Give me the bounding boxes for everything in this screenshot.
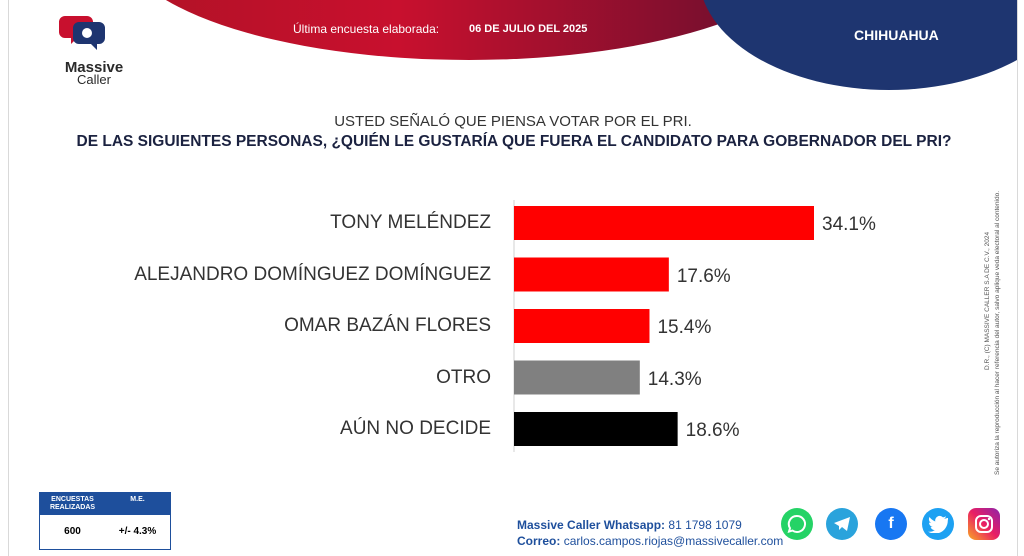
legal-line-1: D.R., (C) MASSIVE CALLER S.A DE C.V., 20…	[984, 231, 991, 370]
whatsapp-label: Massive Caller Whatsapp:	[517, 518, 666, 532]
email-link[interactable]: carlos.campos.riojas@massivecaller.com	[563, 534, 784, 548]
telegram-icon[interactable]	[826, 508, 858, 540]
massive-caller-logo: Massive Caller	[29, 12, 123, 92]
facebook-icon[interactable]: f	[875, 508, 907, 540]
question-intro: USTED SEÑALÓ QUE PIENSA VOTAR POR EL PRI…	[334, 113, 692, 130]
email-label: Correo:	[517, 534, 561, 548]
value-label-4: 14.3%	[647, 368, 702, 390]
survey-label: Última encuesta elaborada:	[293, 22, 440, 36]
stats-value-me: +/- 4.3%	[118, 525, 157, 537]
bar-1	[514, 206, 814, 240]
value-label-5: 18.6%	[685, 420, 740, 441]
legal-notice: D.R., (C) MASSIVE CALLER S.A DE C.V., 20…	[984, 191, 1001, 475]
legal-line-2: Se autoriza la reproducción al hacer ref…	[994, 191, 1001, 475]
bar-5	[514, 412, 678, 446]
stats-value-encuestas: 600	[64, 525, 81, 537]
stats-header-me: M.E.	[130, 496, 145, 503]
twitter-icon[interactable]	[922, 508, 954, 540]
bar-3	[514, 309, 650, 343]
whatsapp-icon[interactable]	[781, 508, 813, 540]
category-label-2: ALEJANDRO DOMÍNGUEZ DOMÍNGUEZ	[134, 263, 491, 285]
value-label-2: 17.6%	[676, 265, 731, 287]
category-label-1: TONY MELÉNDEZ	[330, 212, 491, 233]
state-label: CHIHUAHUA	[854, 27, 939, 43]
value-label-3: 15.4%	[657, 317, 712, 338]
bar-chart	[513, 200, 814, 452]
instagram-icon[interactable]	[968, 508, 1000, 540]
value-label-1: 34.1%	[822, 214, 876, 235]
category-label-4: OTRO	[436, 366, 491, 388]
category-label-5: AÚN NO DECIDE	[340, 418, 491, 439]
survey-stats-box: ENCUESTAS REALIZADAS M.E. 600 +/- 4.3%	[39, 492, 171, 550]
whatsapp-number[interactable]: 81 1798 1079	[668, 518, 742, 532]
slide: Última encuesta elaborada: 06 DE JULIO D…	[8, 0, 1018, 556]
bar-2	[514, 257, 669, 292]
contact-info: Massive Caller Whatsapp: 81 1798 1079 Co…	[517, 517, 783, 549]
category-label-3: OMAR BAZÁN FLORES	[284, 315, 491, 336]
bar-4	[514, 360, 640, 395]
question-title: DE LAS SIGUIENTES PERSONAS, ¿QUIÉN LE GU…	[76, 133, 952, 150]
stats-header-encuestas: ENCUESTAS REALIZADAS	[49, 496, 96, 511]
survey-date: 06 DE JULIO DEL 2025	[469, 23, 588, 35]
